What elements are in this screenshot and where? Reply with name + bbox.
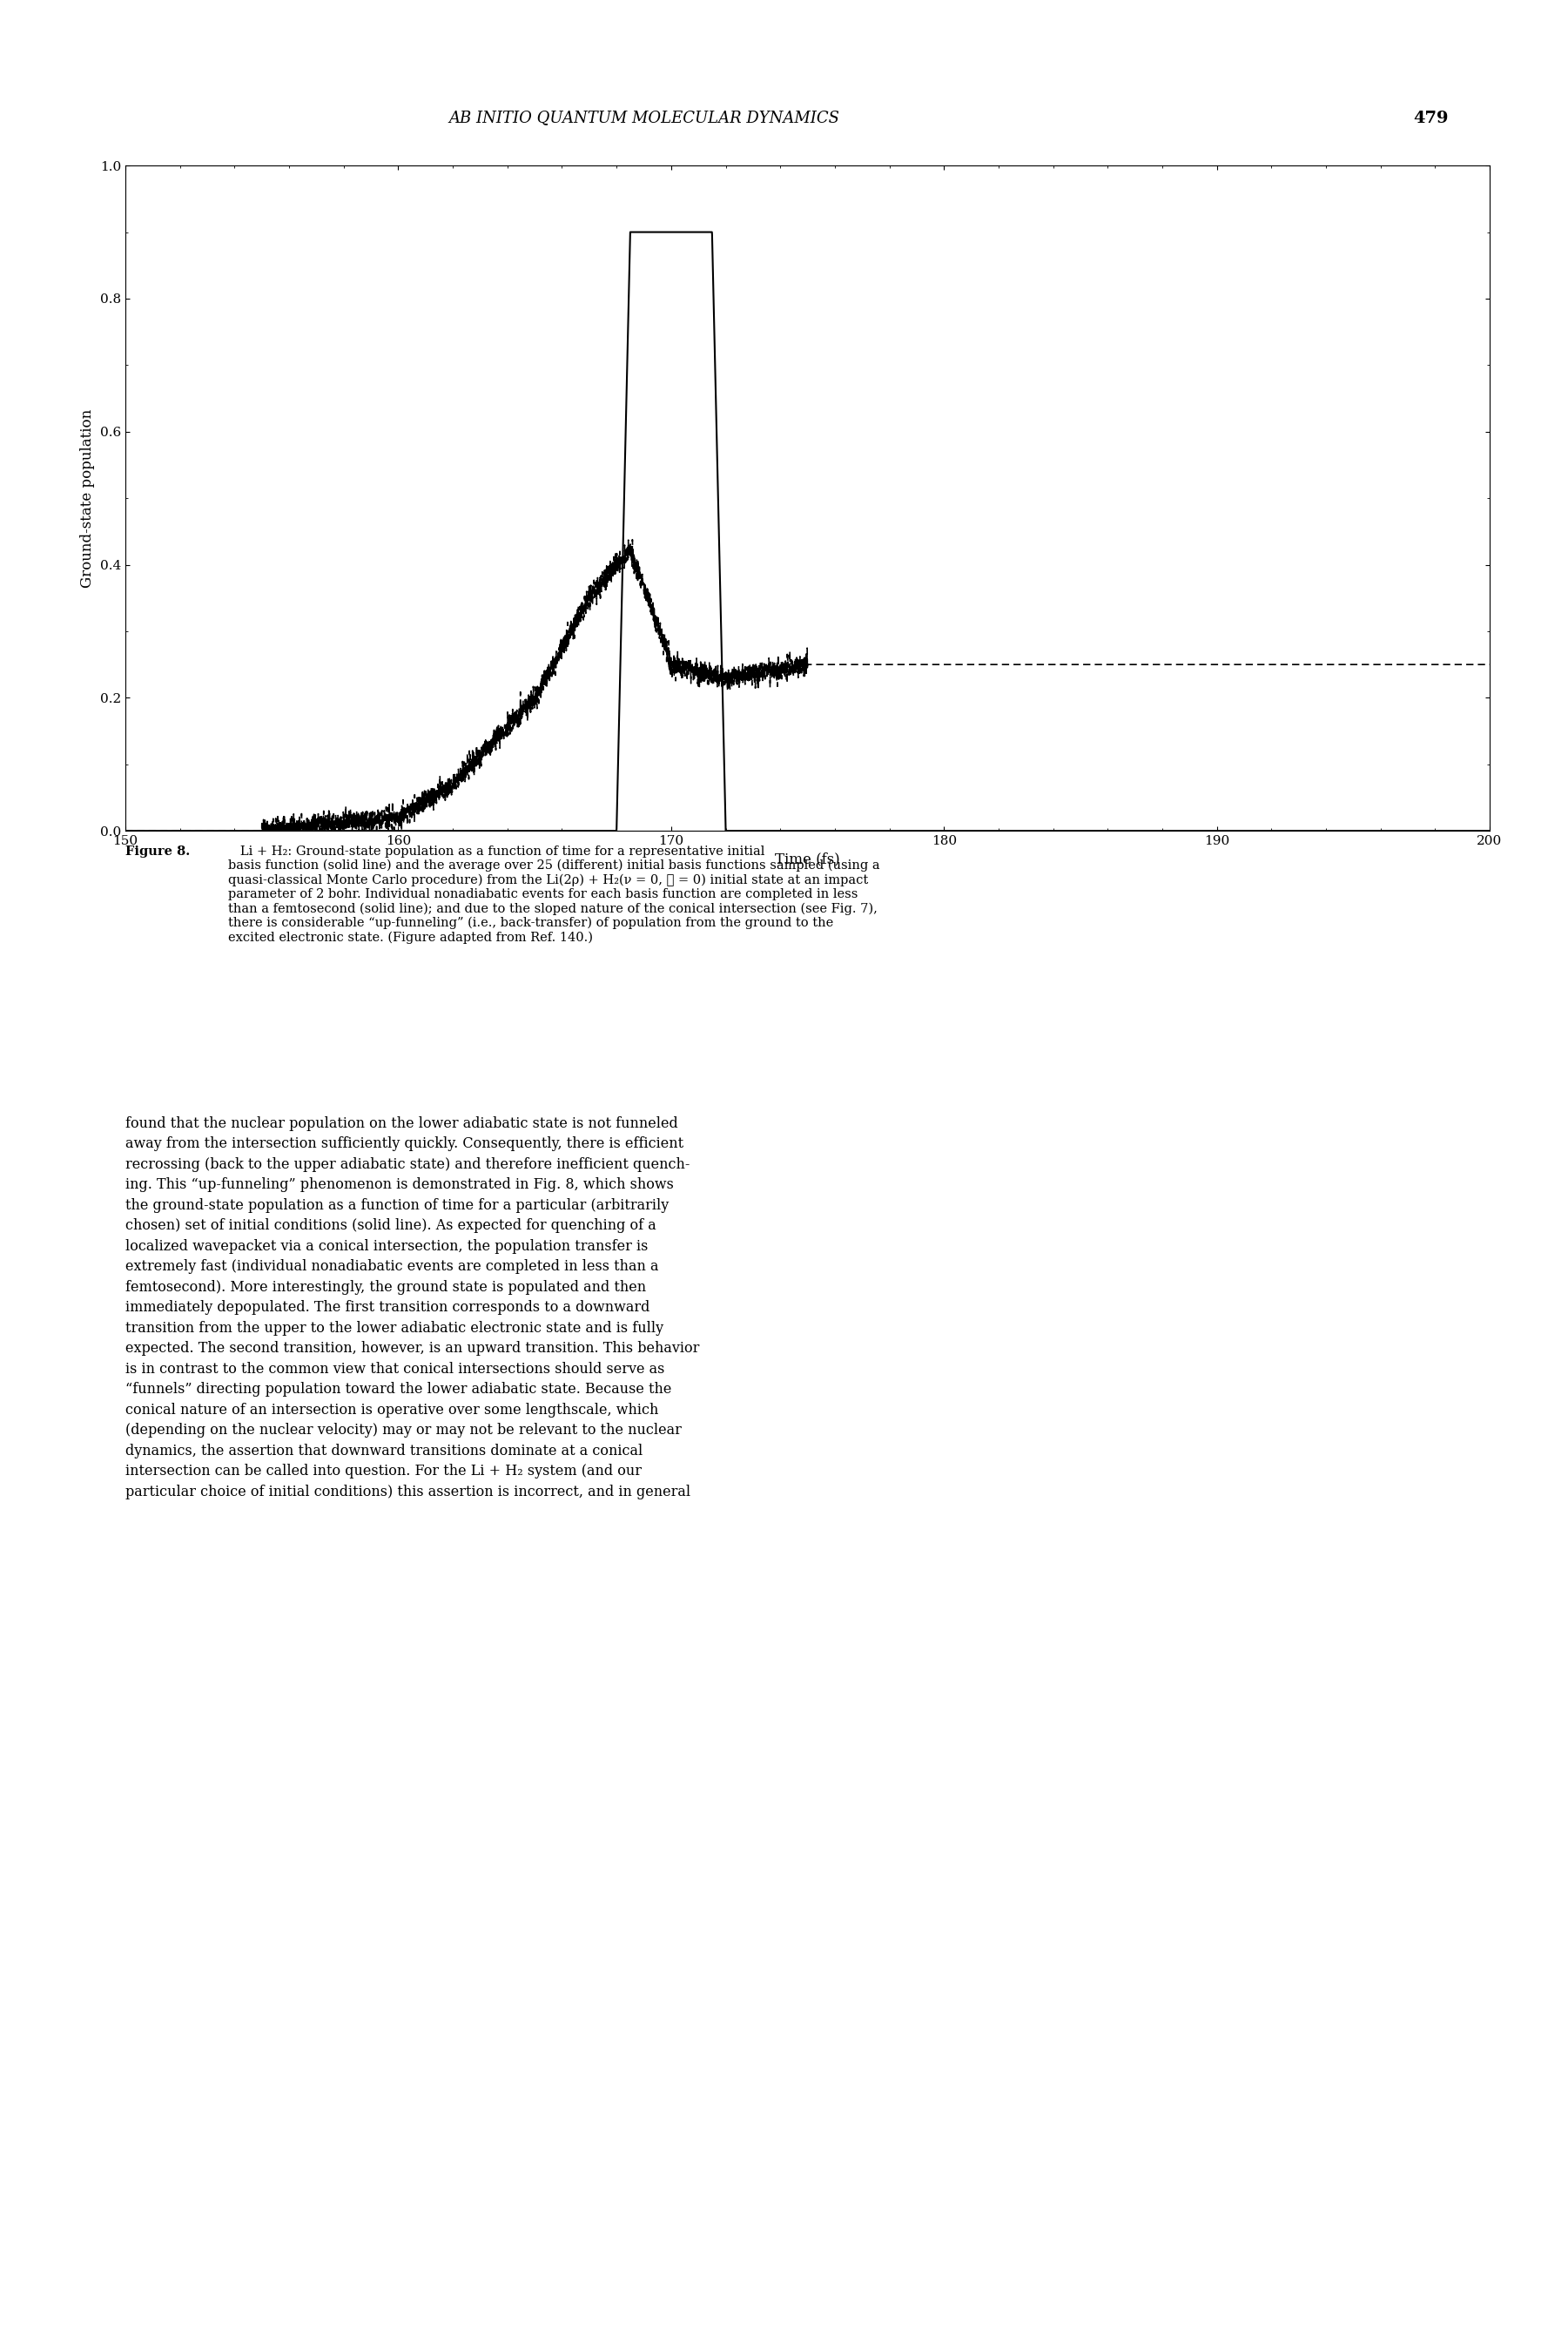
Text: Li + H₂: Ground-state population as a function of time for a representative init: Li + H₂: Ground-state population as a fu… <box>227 844 880 945</box>
X-axis label: Time (fs): Time (fs) <box>775 851 840 868</box>
Text: Figure 8.: Figure 8. <box>125 844 190 858</box>
Text: 479: 479 <box>1413 110 1449 127</box>
Text: found that the nuclear population on the lower adiabatic state is not funneled
a: found that the nuclear population on the… <box>125 1117 699 1500</box>
Text: AB INITIO QUANTUM MOLECULAR DYNAMICS: AB INITIO QUANTUM MOLECULAR DYNAMICS <box>448 110 839 127</box>
Y-axis label: Ground-state population: Ground-state population <box>80 409 96 588</box>
